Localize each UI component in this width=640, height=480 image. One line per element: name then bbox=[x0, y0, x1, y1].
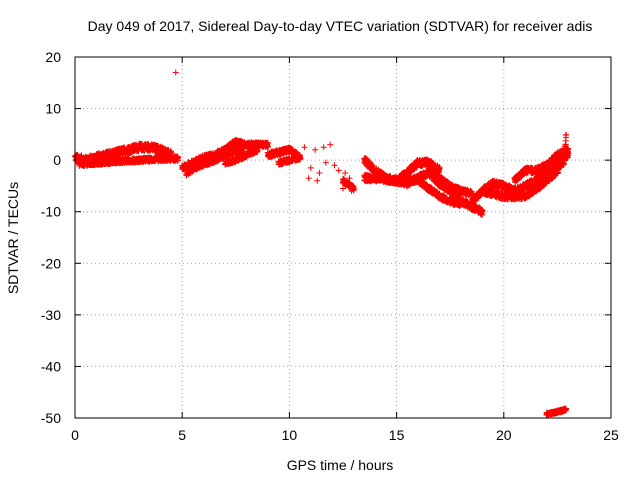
y-tick-label: 10 bbox=[45, 101, 61, 117]
y-tick-label: -20 bbox=[41, 255, 61, 271]
x-tick-label: 10 bbox=[282, 427, 298, 443]
y-tick-label: -10 bbox=[41, 204, 61, 220]
x-tick-label: 15 bbox=[389, 427, 405, 443]
y-tick-label: -30 bbox=[41, 307, 61, 323]
grid-lines bbox=[75, 57, 611, 418]
y-tick-label: -50 bbox=[41, 410, 61, 426]
data-points bbox=[72, 69, 572, 419]
y-axis-title: SDTVAR / TECUs bbox=[5, 182, 21, 294]
y-tick-label: 0 bbox=[53, 152, 61, 168]
x-axis-title: GPS time / hours bbox=[287, 457, 394, 473]
y-tick-label: 20 bbox=[45, 49, 61, 65]
chart-title: Day 049 of 2017, Sidereal Day-to-day VTE… bbox=[88, 18, 593, 34]
x-tick-label: 0 bbox=[71, 427, 79, 443]
x-tick-label: 5 bbox=[178, 427, 186, 443]
x-tick-label: 25 bbox=[603, 427, 619, 443]
x-tick-label: 20 bbox=[496, 427, 512, 443]
y-tick-label: -40 bbox=[41, 358, 61, 374]
